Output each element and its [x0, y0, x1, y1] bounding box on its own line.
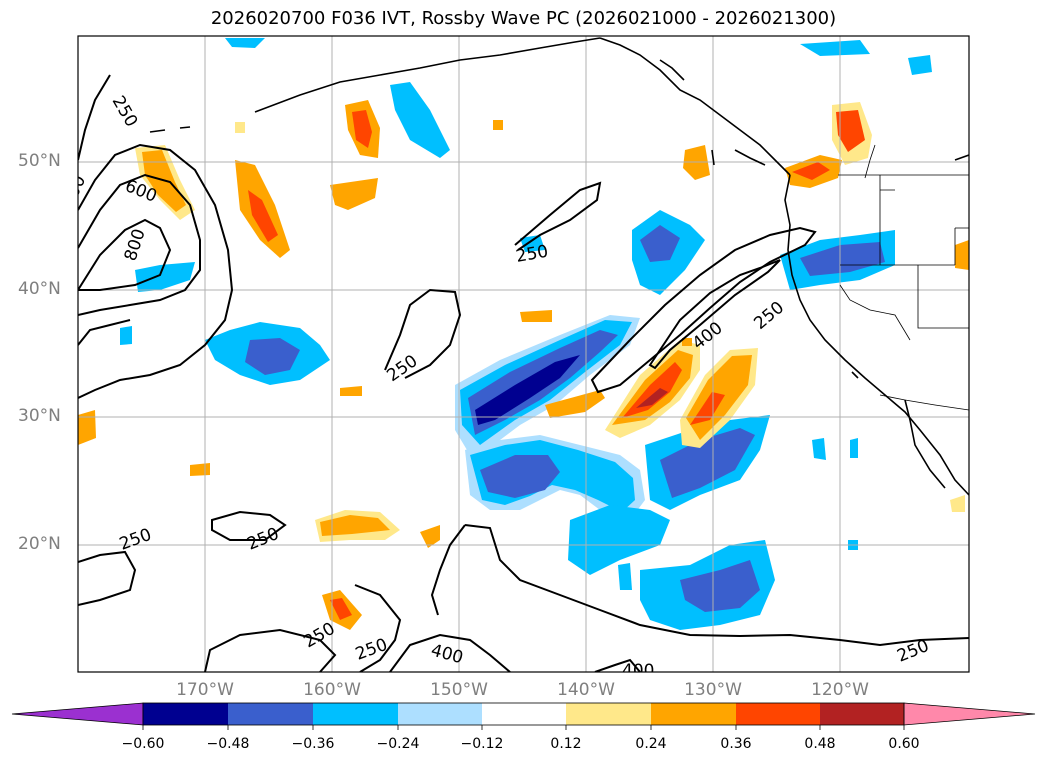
grid-lines: [78, 36, 969, 672]
coastlines: [149, 37, 969, 496]
colorbar-swatch: [313, 703, 398, 725]
colorbar-tick-label: 0.48: [804, 736, 836, 752]
colorbar-swatch: [736, 703, 820, 725]
colorbar-swatch: [651, 703, 736, 725]
ivt-contours: [78, 74, 969, 672]
negative-anomaly-shading: [120, 38, 932, 630]
map-area: 250 400 600 800 250 250 250 400 250 250 …: [78, 36, 969, 681]
lat-label: 30°N: [18, 406, 61, 426]
colorbar-tick-label: 0.36: [720, 736, 752, 752]
colorbar-tick-label: 0.24: [635, 736, 667, 752]
colorbar-swatch: [820, 703, 904, 725]
lon-label: 160°W: [303, 680, 361, 700]
lat-label: 20°N: [18, 534, 61, 554]
lat-label: 50°N: [18, 151, 61, 171]
colorbar-swatch: [143, 703, 228, 725]
colorbar-tick-marks: [142, 725, 905, 730]
colorbar-tick-label: 0.12: [550, 736, 582, 752]
lat-label: 40°N: [18, 279, 61, 299]
map-title: 2026020700 F036 IVT, Rossby Wave PC (202…: [210, 8, 837, 29]
colorbar-frame: [142, 702, 905, 726]
colorbar-extend-low: [11, 702, 144, 726]
colorbar-tick-label: −0.48: [206, 736, 250, 752]
lon-label: 140°W: [557, 680, 615, 700]
colorbar-swatch: [566, 703, 651, 725]
colorbar-extend-high: [903, 702, 1036, 726]
colorbar-swatch: [398, 703, 482, 725]
colorbar-tick-label: −0.60: [121, 736, 165, 752]
colorbar: [11, 702, 1036, 730]
borders: [838, 144, 969, 411]
lon-label: 170°W: [176, 680, 234, 700]
colorbar-tick-label: −0.36: [291, 736, 335, 752]
colorbar-tick-label: −0.12: [460, 736, 504, 752]
map-frame: [77, 35, 970, 673]
colorbar-tick-label: −0.24: [376, 736, 420, 752]
lon-label: 120°W: [811, 680, 869, 700]
contour-label: 400: [622, 661, 654, 681]
colorbar-swatch: [228, 703, 313, 725]
positive-anomaly-shading: [78, 100, 969, 630]
lon-label: 130°W: [684, 680, 742, 700]
lon-label: 150°W: [430, 680, 488, 700]
colorbar-tick-label: 0.60: [888, 736, 920, 752]
colorbar-swatch: [482, 703, 566, 725]
